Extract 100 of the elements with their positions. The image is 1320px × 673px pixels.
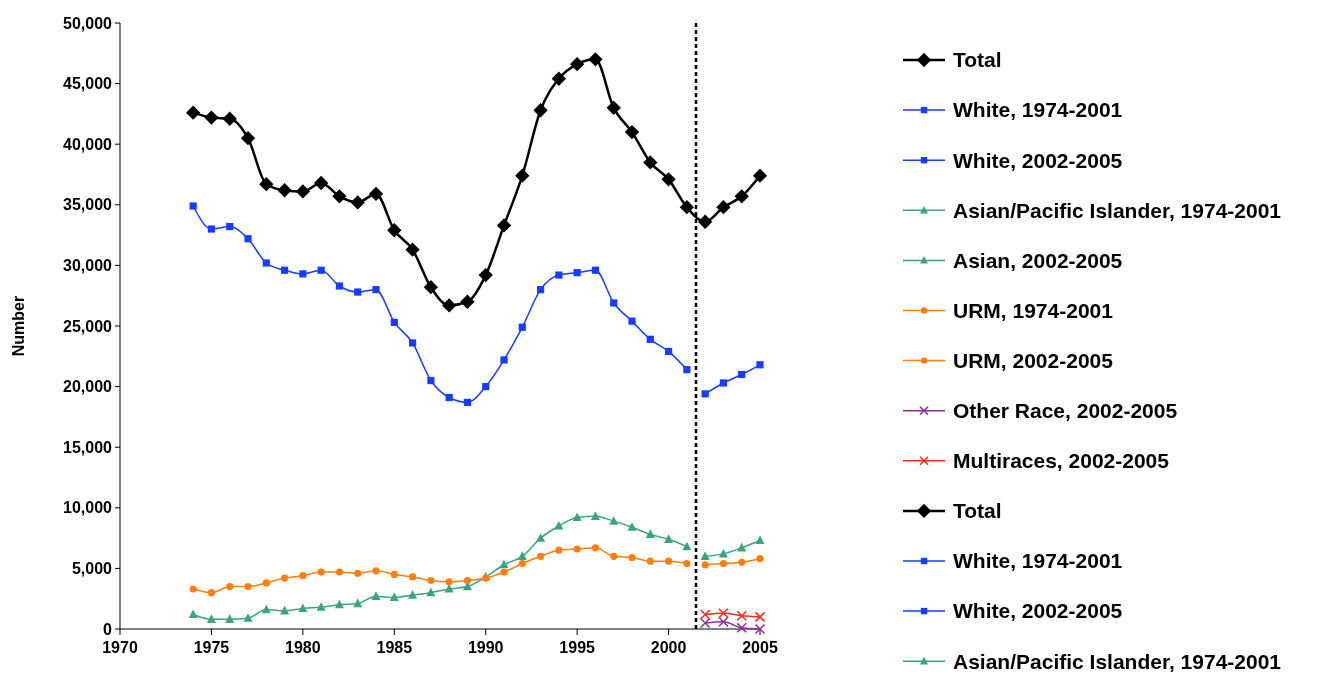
x-tick-label: 1990	[467, 639, 504, 656]
point	[185, 105, 201, 120]
point	[664, 557, 673, 565]
legend-label: Multiraces, 2002-2005	[953, 449, 1170, 473]
point	[738, 558, 746, 566]
y-tick-label: 40,000	[63, 135, 113, 153]
point	[445, 393, 453, 402]
point	[699, 609, 711, 620]
legend-label: White, 2002-2005	[953, 148, 1123, 172]
point	[572, 512, 582, 522]
point	[646, 557, 654, 565]
point	[405, 242, 420, 257]
point	[463, 398, 472, 406]
point	[609, 516, 619, 525]
point	[426, 587, 436, 597]
point	[445, 578, 453, 586]
point	[661, 172, 676, 187]
x-tick-label: 1985	[376, 639, 413, 656]
point	[298, 603, 308, 612]
point	[682, 541, 692, 551]
point	[335, 282, 344, 290]
point	[500, 568, 508, 576]
point	[277, 183, 292, 198]
point	[334, 599, 344, 609]
point	[533, 103, 548, 118]
y-tick-label: 10,000	[63, 499, 113, 517]
point	[752, 168, 768, 183]
point	[624, 124, 640, 140]
point	[496, 218, 512, 233]
point	[734, 189, 749, 204]
point	[536, 286, 545, 294]
point	[536, 552, 545, 560]
point	[555, 546, 563, 554]
point	[390, 570, 398, 579]
point	[718, 616, 729, 627]
point	[335, 568, 344, 576]
legend-label: URM, 2002-2005	[953, 348, 1114, 372]
point	[755, 535, 765, 545]
point	[463, 576, 472, 585]
point	[716, 200, 731, 215]
y-tick-label: 25,000	[63, 317, 113, 335]
point	[353, 598, 363, 608]
point	[628, 553, 636, 562]
point	[590, 511, 600, 520]
point	[207, 225, 216, 233]
x-tick-label: 1970	[102, 639, 138, 656]
point	[207, 589, 216, 597]
legend-label: Total	[953, 48, 1002, 72]
point	[628, 317, 636, 325]
point	[518, 323, 526, 331]
y-tick-label: 35,000	[63, 196, 113, 214]
x-tick-label: 1975	[193, 639, 230, 656]
point	[317, 568, 325, 576]
point	[482, 383, 490, 391]
legend-label: Other Race, 2002-2005	[953, 399, 1178, 423]
point	[679, 200, 695, 215]
point	[627, 522, 637, 531]
point	[573, 545, 581, 553]
point	[317, 266, 325, 274]
point	[204, 110, 219, 125]
point	[408, 339, 417, 347]
point	[240, 130, 256, 146]
y-tick-label: 30,000	[63, 257, 113, 274]
point	[295, 184, 311, 199]
point	[259, 177, 274, 192]
point	[536, 533, 546, 542]
point	[225, 614, 235, 623]
point	[206, 614, 216, 623]
point	[701, 390, 709, 398]
point	[664, 534, 674, 543]
point	[423, 280, 439, 295]
point	[354, 569, 362, 577]
point	[756, 555, 764, 563]
point	[389, 592, 399, 602]
point	[226, 582, 234, 591]
point	[332, 189, 347, 204]
point	[244, 235, 252, 243]
point	[683, 366, 691, 374]
point	[645, 529, 655, 539]
x-tick-label: 1995	[559, 639, 596, 656]
point	[368, 186, 384, 202]
point	[261, 604, 271, 614]
point	[243, 613, 253, 622]
point	[371, 591, 381, 600]
point	[569, 57, 585, 72]
y-tick-label: 15,000	[63, 438, 113, 456]
y-tick-label: 0	[103, 620, 113, 638]
point	[189, 202, 197, 210]
point	[610, 552, 618, 560]
legend-label: White, 1974-2001	[953, 98, 1123, 122]
text: White, 1974-2001	[953, 549, 1123, 573]
point	[441, 298, 457, 313]
y-tick-label: 20,000	[63, 378, 113, 396]
y-tick-label: 5,000	[71, 560, 113, 577]
point	[299, 270, 307, 278]
y-tick-label: 50,000	[63, 14, 113, 32]
point	[591, 266, 600, 274]
point	[591, 544, 600, 552]
point	[518, 559, 526, 568]
point	[354, 288, 362, 296]
